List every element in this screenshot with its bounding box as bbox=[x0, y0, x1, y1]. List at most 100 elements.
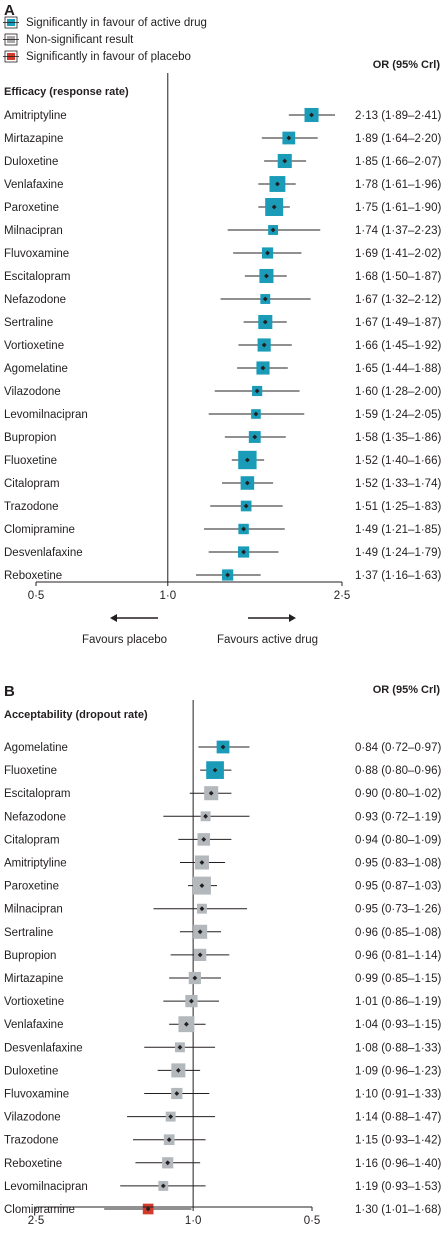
drug-label: Vortioxetine bbox=[4, 340, 64, 352]
axis-tick-label: 2·5 bbox=[334, 590, 351, 602]
drug-label: Nefazodone bbox=[4, 294, 66, 306]
or-value-label: 1·09 (0·96–1·23) bbox=[355, 1065, 441, 1077]
or-value-label: 1·78 (1·61–1·96) bbox=[355, 179, 441, 191]
or-value-label: 0·95 (0·83–1·08) bbox=[355, 858, 441, 870]
or-value-label: 1·66 (1·45–1·92) bbox=[355, 340, 441, 352]
panel-letter: A bbox=[4, 2, 15, 19]
or-value-label: 1·89 (1·64–2·20) bbox=[355, 133, 441, 145]
or-value-label: 1·59 (1·24–2·05) bbox=[355, 409, 441, 421]
drug-label: Levomilnacipran bbox=[4, 1181, 88, 1193]
or-value-label: 1·67 (1·49–1·87) bbox=[355, 317, 441, 329]
or-value-label: 1·15 (0·93–1·42) bbox=[355, 1135, 441, 1147]
legend-label: Significantly in favour of active drug bbox=[26, 17, 207, 29]
legend-label: Significantly in favour of placebo bbox=[26, 51, 191, 63]
drug-label: Nefazodone bbox=[4, 811, 66, 823]
or-value-label: 1·49 (1·24–1·79) bbox=[355, 547, 441, 559]
or-value-label: 1·65 (1·44–1·88) bbox=[355, 363, 441, 375]
column-header: OR (95% Crl) bbox=[373, 59, 441, 71]
or-value-label: 1·69 (1·41–2·02) bbox=[355, 248, 441, 260]
or-value-label: 1·08 (0·88–1·33) bbox=[355, 1042, 441, 1054]
or-value-label: 0·96 (0·85–1·08) bbox=[355, 927, 441, 939]
drug-label: Citalopram bbox=[4, 478, 60, 490]
drug-label: Escitalopram bbox=[4, 788, 70, 800]
or-value-label: 1·30 (1·01–1·68) bbox=[355, 1204, 441, 1216]
drug-label: Duloxetine bbox=[4, 156, 58, 168]
or-value-label: 1·49 (1·21–1·85) bbox=[355, 524, 441, 536]
drug-label: Vilazodone bbox=[4, 386, 61, 398]
or-value-label: 1·51 (1·25–1·83) bbox=[355, 501, 441, 513]
drug-label: Bupropion bbox=[4, 432, 56, 444]
drug-label: Citalopram bbox=[4, 834, 60, 846]
or-value-label: 0·93 (0·72–1·19) bbox=[355, 811, 441, 823]
or-value-label: 0·95 (0·73–1·26) bbox=[355, 904, 441, 916]
drug-label: Amitriptyline bbox=[4, 110, 67, 122]
legend-label: Non-significant result bbox=[26, 34, 134, 46]
or-value-label: 1·68 (1·50–1·87) bbox=[355, 271, 441, 283]
drug-label: Desvenlafaxine bbox=[4, 547, 83, 559]
or-value-label: 1·52 (1·40–1·66) bbox=[355, 455, 441, 467]
drug-label: Levomilnacipran bbox=[4, 409, 88, 421]
drug-label: Sertraline bbox=[4, 927, 53, 939]
drug-label: Paroxetine bbox=[4, 881, 59, 893]
drug-label: Reboxetine bbox=[4, 570, 62, 582]
drug-label: Agomelatine bbox=[4, 363, 68, 375]
or-value-label: 1·67 (1·32–2·12) bbox=[355, 294, 441, 306]
or-value-label: 1·85 (1·66–2·07) bbox=[355, 156, 441, 168]
drug-label: Reboxetine bbox=[4, 1158, 62, 1170]
or-value-label: 0·96 (0·81–1·14) bbox=[355, 950, 441, 962]
drug-label: Paroxetine bbox=[4, 202, 59, 214]
drug-label: Fluvoxamine bbox=[4, 1089, 69, 1101]
or-value-label: 2·13 (1·89–2·41) bbox=[355, 110, 441, 122]
or-value-label: 1·58 (1·35–1·86) bbox=[355, 432, 441, 444]
column-header: OR (95% Crl) bbox=[373, 684, 441, 696]
or-value-label: 0·90 (0·80–1·02) bbox=[355, 788, 441, 800]
favours-left-label: Favours placebo bbox=[82, 634, 167, 646]
drug-label: Vortioxetine bbox=[4, 996, 64, 1008]
legend: Significantly in favour of active drug No… bbox=[3, 17, 207, 63]
axis-tick-label: 1·0 bbox=[159, 590, 176, 602]
drug-label: Mirtazapine bbox=[4, 133, 63, 145]
drug-label: Desvenlafaxine bbox=[4, 1042, 83, 1054]
drug-label: Venlafaxine bbox=[4, 179, 63, 191]
axis-tick-label: 2·5 bbox=[28, 1215, 45, 1227]
drug-label: Escitalopram bbox=[4, 271, 70, 283]
drug-label: Duloxetine bbox=[4, 1065, 58, 1077]
section-title: Acceptability (dropout rate) bbox=[4, 709, 148, 721]
drug-label: Agomelatine bbox=[4, 742, 68, 754]
or-value-label: 1·74 (1·37–2·23) bbox=[355, 225, 441, 237]
or-value-label: 1·01 (0·86–1·19) bbox=[355, 996, 441, 1008]
or-value-label: 1·52 (1·33–1·74) bbox=[355, 478, 441, 490]
favours-right-label: Favours active drug bbox=[217, 634, 318, 646]
or-value-label: 1·19 (0·93–1·53) bbox=[355, 1181, 441, 1193]
drug-label: Clomipramine bbox=[4, 524, 75, 536]
arrow-left-head bbox=[110, 614, 117, 622]
or-value-label: 1·04 (0·93–1·15) bbox=[355, 1019, 441, 1031]
or-value-label: 1·16 (0·96–1·40) bbox=[355, 1158, 441, 1170]
drug-label: Trazodone bbox=[4, 501, 59, 513]
or-value-label: 0·95 (0·87–1·03) bbox=[355, 881, 441, 893]
drug-label: Sertraline bbox=[4, 317, 53, 329]
or-value-label: 1·37 (1·16–1·63) bbox=[355, 570, 441, 582]
drug-label: Vilazodone bbox=[4, 1112, 61, 1124]
panel-letter: B bbox=[4, 683, 15, 700]
drug-label: Fluoxetine bbox=[4, 765, 57, 777]
drug-label: Trazodone bbox=[4, 1135, 59, 1147]
arrow-right-head bbox=[289, 614, 296, 622]
axis-tick-label: 0·5 bbox=[28, 590, 45, 602]
or-value-label: 1·10 (0·91–1·33) bbox=[355, 1089, 441, 1101]
section-title: Efficacy (response rate) bbox=[4, 86, 129, 98]
or-value-label: 0·99 (0·85–1·15) bbox=[355, 973, 441, 985]
or-value-label: 0·94 (0·80–1·09) bbox=[355, 834, 441, 846]
axis-tick-label: 1·0 bbox=[185, 1215, 202, 1227]
or-value-label: 1·60 (1·28–2·00) bbox=[355, 386, 441, 398]
or-value-label: 0·84 (0·72–0·97) bbox=[355, 742, 441, 754]
panel-b: B OR (95% Crl) Acceptability (dropout rate… bbox=[4, 683, 441, 1238]
drug-label: Bupropion bbox=[4, 950, 56, 962]
panel-a: A OR (95% Crl) Efficacy (response rate) Ami… bbox=[4, 2, 441, 646]
drug-label: Fluvoxamine bbox=[4, 248, 69, 260]
or-value-label: 0·88 (0·80–0·96) bbox=[355, 765, 441, 777]
drug-label: Fluoxetine bbox=[4, 455, 57, 467]
drug-label: Amitriptyline bbox=[4, 858, 67, 870]
